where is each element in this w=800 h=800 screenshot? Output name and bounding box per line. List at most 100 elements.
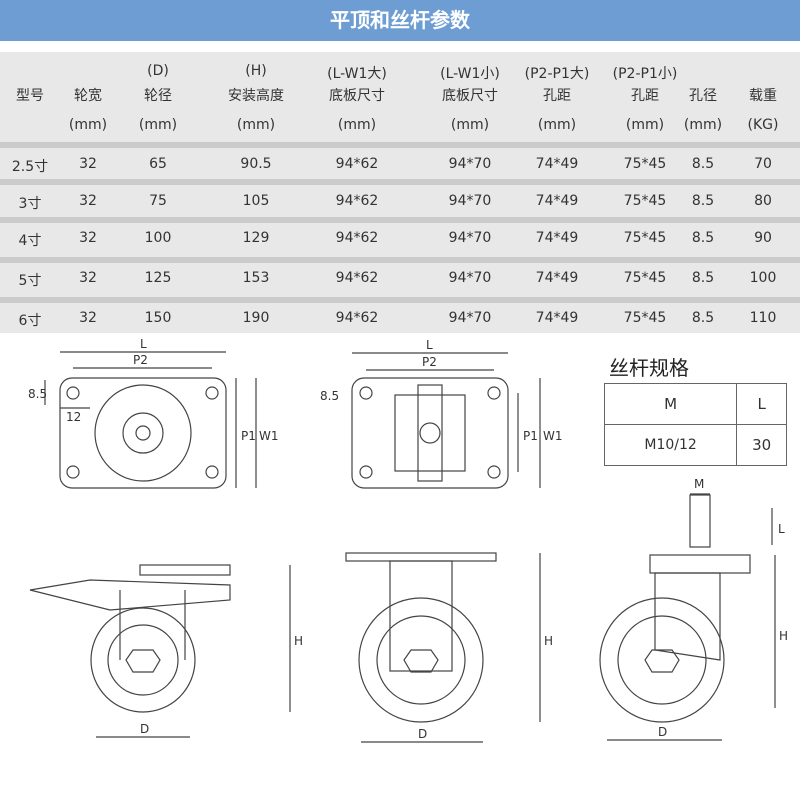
dim-L: L <box>426 338 433 352</box>
table-cell: 105 <box>242 193 270 209</box>
column-header: (mm) <box>537 117 577 133</box>
column-header: 载重 <box>749 88 777 104</box>
column-header: (mm) <box>683 117 723 133</box>
table-cell: 8.5 <box>691 156 715 172</box>
top-plate-drawing-2: L P2 8.5 P1 W1 <box>320 338 563 489</box>
table-cell: 80 <box>754 193 772 209</box>
column-header: (H) <box>245 63 267 79</box>
table-cell: 94*62 <box>335 156 379 172</box>
row-divider <box>0 179 800 185</box>
table-cell: 65 <box>149 156 167 172</box>
column-header: 孔距 <box>631 88 659 104</box>
dim-P1: P1 <box>523 429 538 443</box>
table-cell: 75*45 <box>623 310 667 326</box>
table-cell: 125 <box>144 270 172 286</box>
table-cell: 74*49 <box>535 310 579 326</box>
table-cell: 94*62 <box>335 310 379 326</box>
column-header: 孔距 <box>543 88 571 104</box>
table-cell: 94*70 <box>448 230 492 246</box>
column-header: 轮宽 <box>74 88 102 104</box>
table-cell: 4寸 <box>18 233 42 249</box>
dim-D: D <box>658 725 667 739</box>
dim-L: L <box>778 522 785 536</box>
table-cell: 74*49 <box>535 193 579 209</box>
dim-hole-edge: 12 <box>66 410 81 424</box>
table-cell: 2.5寸 <box>11 159 49 175</box>
table-cell: 32 <box>79 230 97 246</box>
dim-W1: W1 <box>543 429 563 443</box>
column-header: (mm) <box>450 117 490 133</box>
row-divider <box>0 142 800 148</box>
table-cell: 94*70 <box>448 270 492 286</box>
table-cell: 5寸 <box>18 273 42 289</box>
table-cell: 94*62 <box>335 270 379 286</box>
table-cell: 32 <box>79 270 97 286</box>
table-cell: 75 <box>149 193 167 209</box>
table-cell: 90 <box>754 230 772 246</box>
spec-value-l: 30 <box>736 424 787 466</box>
dim-hole-offset: 8.5 <box>320 389 339 403</box>
column-header: 底板尺寸 <box>329 88 385 104</box>
column-header: (L-W1大) <box>327 66 387 82</box>
top-plate-drawing-1: L P2 12 8.5 P1 W1 <box>28 337 279 489</box>
table-cell: 74*49 <box>535 230 579 246</box>
dim-H: H <box>294 634 303 648</box>
column-header: (mm) <box>236 117 276 133</box>
table-cell: 94*70 <box>448 156 492 172</box>
table-cell: 100 <box>144 230 172 246</box>
brake-caster-drawing: H D <box>29 564 303 738</box>
table-cell: 150 <box>144 310 172 326</box>
column-header: (P2-P1大) <box>524 66 590 82</box>
column-header: (mm) <box>625 117 665 133</box>
table-cell: 75*45 <box>623 230 667 246</box>
column-header: (D) <box>147 63 169 79</box>
table-cell: 90.5 <box>240 156 272 172</box>
column-header: 轮径 <box>144 88 172 104</box>
dim-D: D <box>140 722 149 736</box>
row-divider <box>0 217 800 223</box>
column-header: (P2-P1小) <box>612 66 678 82</box>
column-header: (KG) <box>747 117 779 133</box>
table-cell: 94*70 <box>448 193 492 209</box>
screw-spec-title: 丝杆规格 <box>609 356 689 380</box>
table-cell: 3寸 <box>18 196 42 212</box>
table-cell: 32 <box>79 310 97 326</box>
table-cell: 6寸 <box>18 313 42 329</box>
page-title: 平顶和丝杆参数 <box>0 0 800 41</box>
column-header: (L-W1小) <box>440 66 500 82</box>
threaded-stem-caster-drawing: M L H D <box>599 477 788 741</box>
table-cell: 94*70 <box>448 310 492 326</box>
spec-header-m: M <box>603 383 738 425</box>
dim-P2: P2 <box>133 353 148 367</box>
dim-P2: P2 <box>422 355 437 369</box>
column-header: 底板尺寸 <box>442 88 498 104</box>
table-cell: 32 <box>79 193 97 209</box>
dim-M: M <box>694 477 704 491</box>
table-cell: 75*45 <box>623 193 667 209</box>
column-header: (mm) <box>138 117 178 133</box>
table-cell: 94*62 <box>335 230 379 246</box>
table-cell: 129 <box>242 230 270 246</box>
table-cell: 110 <box>749 310 777 326</box>
table-cell: 153 <box>242 270 270 286</box>
table-cell: 94*62 <box>335 193 379 209</box>
column-header: (mm) <box>337 117 377 133</box>
table-cell: 8.5 <box>691 193 715 209</box>
table-cell: 8.5 <box>691 270 715 286</box>
column-header: 安装高度 <box>228 88 284 104</box>
table-cell: 70 <box>754 156 772 172</box>
table-cell: 100 <box>749 270 777 286</box>
dim-hole-offset: 8.5 <box>28 387 47 401</box>
table-cell: 74*49 <box>535 270 579 286</box>
spec-table: 型号 轮宽 (mm) (D) 轮径 (mm) (H) 安装高度 (mm) (L-W1大) 底板尺寸 (… <box>0 52 800 333</box>
table-cell: 32 <box>79 156 97 172</box>
column-header: 孔径 <box>689 88 717 104</box>
column-header: (mm) <box>68 117 108 133</box>
column-header: 型号 <box>16 88 44 104</box>
dim-H: H <box>544 634 553 648</box>
dim-H: H <box>779 629 788 643</box>
row-divider <box>0 257 800 263</box>
table-cell: 8.5 <box>691 310 715 326</box>
